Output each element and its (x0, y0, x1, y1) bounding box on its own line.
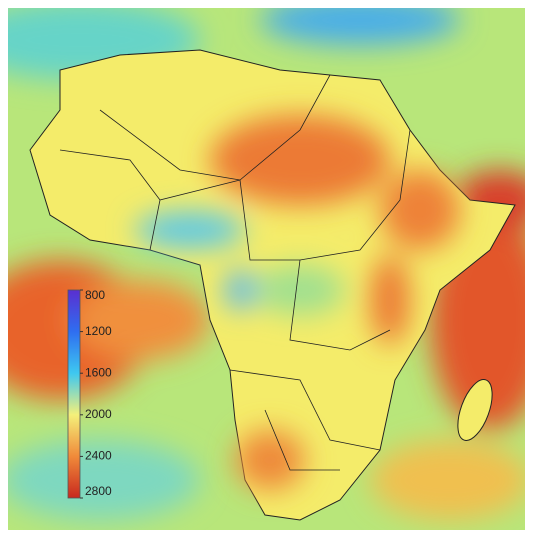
tick-label: 800 (85, 288, 105, 302)
borders (59, 74, 411, 471)
tick-label: 2000 (85, 407, 112, 421)
tick-label: 2800 (85, 484, 112, 498)
madagascar (457, 379, 493, 441)
tick-label: 2400 (85, 449, 112, 463)
tick-label: 1200 (85, 324, 112, 338)
tick-label: 1600 (85, 365, 112, 379)
colorbar: 800 1200 1600 2000 2400 2800 (67, 288, 112, 499)
colorbar-bar (67, 289, 81, 499)
map (8, 8, 525, 530)
